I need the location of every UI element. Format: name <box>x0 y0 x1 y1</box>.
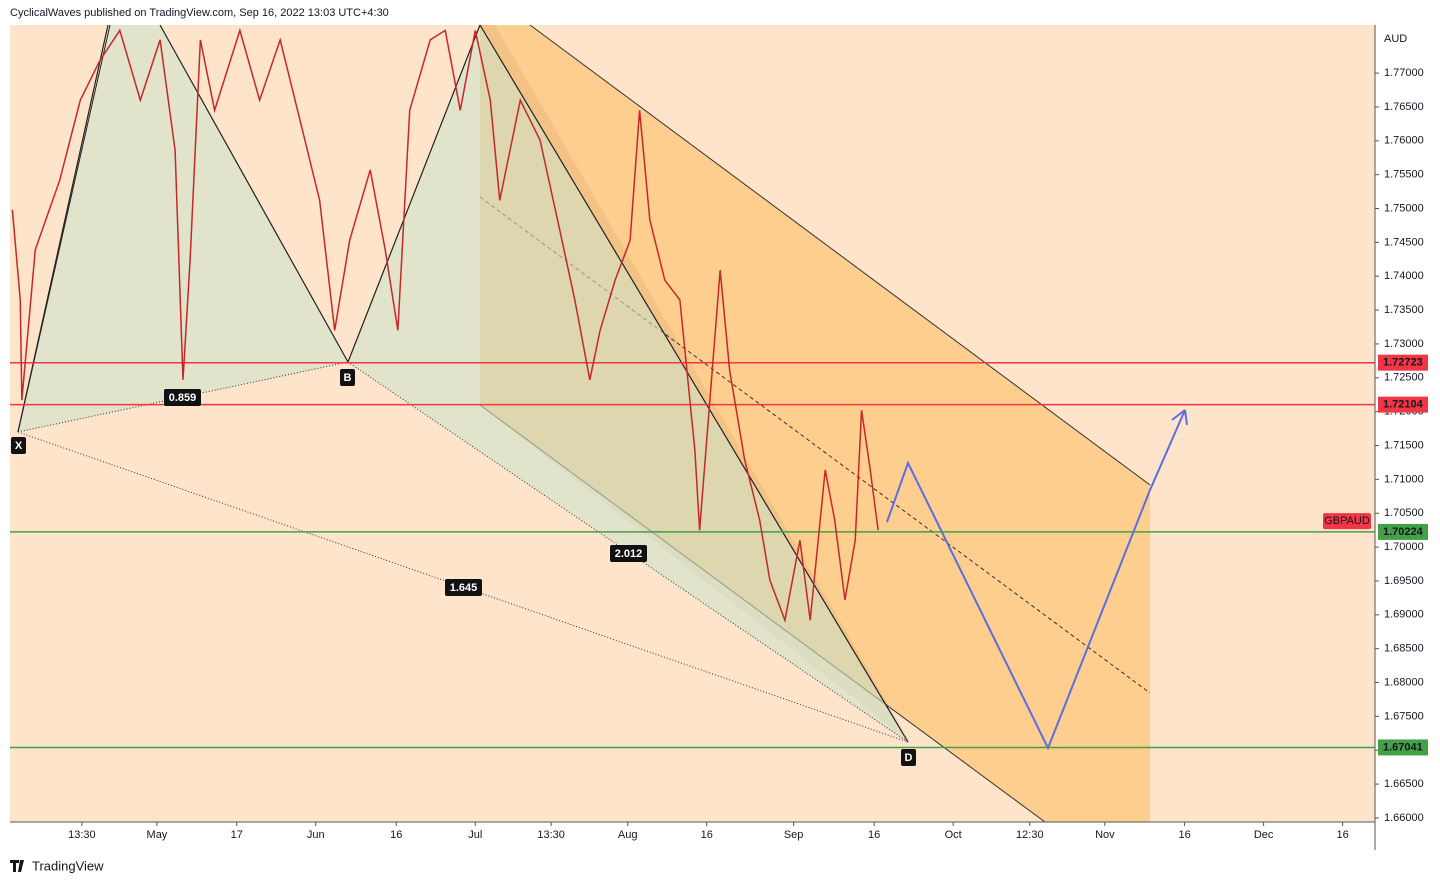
y-tick-label: 1.71000 <box>1384 473 1424 485</box>
footer: TradingView <box>32 858 104 873</box>
projection-arrow <box>1171 409 1188 426</box>
point-label: B <box>344 372 352 384</box>
level-label: 1.72104 <box>1383 399 1424 411</box>
x-tick-label: Oct <box>945 829 962 841</box>
y-tick-label: 1.76000 <box>1384 135 1424 147</box>
level-label: 1.70224 <box>1383 526 1424 538</box>
y-tick-label: 1.69000 <box>1384 609 1424 621</box>
y-tick-label: 1.77000 <box>1384 67 1424 79</box>
level-tag <box>1378 354 1428 371</box>
x-tick-label: 16 <box>390 829 402 841</box>
y-tick-label: 1.73000 <box>1384 338 1424 350</box>
x-tick-label: Aug <box>618 829 638 841</box>
symbol-label: GBPAUD <box>1324 515 1370 527</box>
channel-mid <box>479 196 1151 694</box>
y-tick-label: 1.68500 <box>1384 643 1424 655</box>
channel-top <box>529 24 1151 486</box>
y-tick-label: 1.67500 <box>1384 710 1424 722</box>
y-tick-label: 1.70500 <box>1384 507 1424 519</box>
x-tick-label: Nov <box>1095 829 1115 841</box>
point-tag <box>901 749 916 766</box>
x-tick-label: 16 <box>1336 829 1348 841</box>
y-tick-label: 1.70000 <box>1384 541 1424 553</box>
y-tick-label: 1.74500 <box>1384 236 1424 248</box>
currency: AUD <box>1384 33 1407 45</box>
x-tick-label: 13:30 <box>537 829 565 841</box>
pattern-bcd <box>348 25 908 742</box>
x-tick-label: 16 <box>701 829 713 841</box>
level-tag <box>1378 396 1428 413</box>
point-tag <box>11 437 26 454</box>
point-label: D <box>905 752 913 764</box>
point-label: X <box>15 440 23 452</box>
level-tag <box>1378 523 1428 540</box>
y-tick-label: 1.75500 <box>1384 169 1424 181</box>
symbol-tag <box>1323 513 1371 530</box>
x-tick-label: Jun <box>307 829 325 841</box>
ratio-label: 0.859 <box>169 392 197 404</box>
y-tick-label: 1.75000 <box>1384 202 1424 214</box>
ratio-label: 1.645 <box>450 582 478 594</box>
price-line <box>11 27 879 623</box>
x-tick-label: 13:30 <box>68 829 96 841</box>
pattern-labels: X B D 0.859 2.012 1.645 <box>11 369 916 766</box>
logo <box>10 860 24 872</box>
ratio-tag <box>610 545 647 562</box>
level-label: 1.72723 <box>1383 357 1423 369</box>
y-tick-label: 1.74000 <box>1384 270 1424 282</box>
ratio-tag <box>164 389 201 406</box>
y-tick-label: 1.71500 <box>1384 439 1424 451</box>
x-tick-label: May <box>147 829 168 841</box>
y-tick-label: 1.69500 <box>1384 575 1424 587</box>
x-tick-label: 16 <box>868 829 880 841</box>
ratio-label: 2.012 <box>615 548 643 560</box>
y-tick-label: 1.72500 <box>1384 372 1424 384</box>
x-tick-label: 16 <box>1179 829 1191 841</box>
y-tick-label: 1.66500 <box>1384 778 1424 790</box>
level-label: 1.67041 <box>1383 741 1423 753</box>
y-tick-label: 1.76500 <box>1384 101 1424 113</box>
header: CyclicalWaves published on TradingView.c… <box>10 7 389 19</box>
level-tag <box>1378 739 1428 756</box>
pattern-xab <box>18 25 348 432</box>
ratio-tag <box>445 579 482 596</box>
y-tick-label: 1.66000 <box>1384 812 1424 824</box>
x-tick-label: Jul <box>468 829 482 841</box>
x-tick-label: Dec <box>1254 829 1274 841</box>
y-tick-label: 1.73500 <box>1384 304 1424 316</box>
x-tick-label: 12:30 <box>1016 829 1044 841</box>
y-tick-label: 1.68000 <box>1384 676 1424 688</box>
x-tick-label: Sep <box>784 829 804 841</box>
x-tick-label: 17 <box>231 829 243 841</box>
channel-fill <box>480 25 1150 822</box>
point-tag <box>340 369 355 386</box>
